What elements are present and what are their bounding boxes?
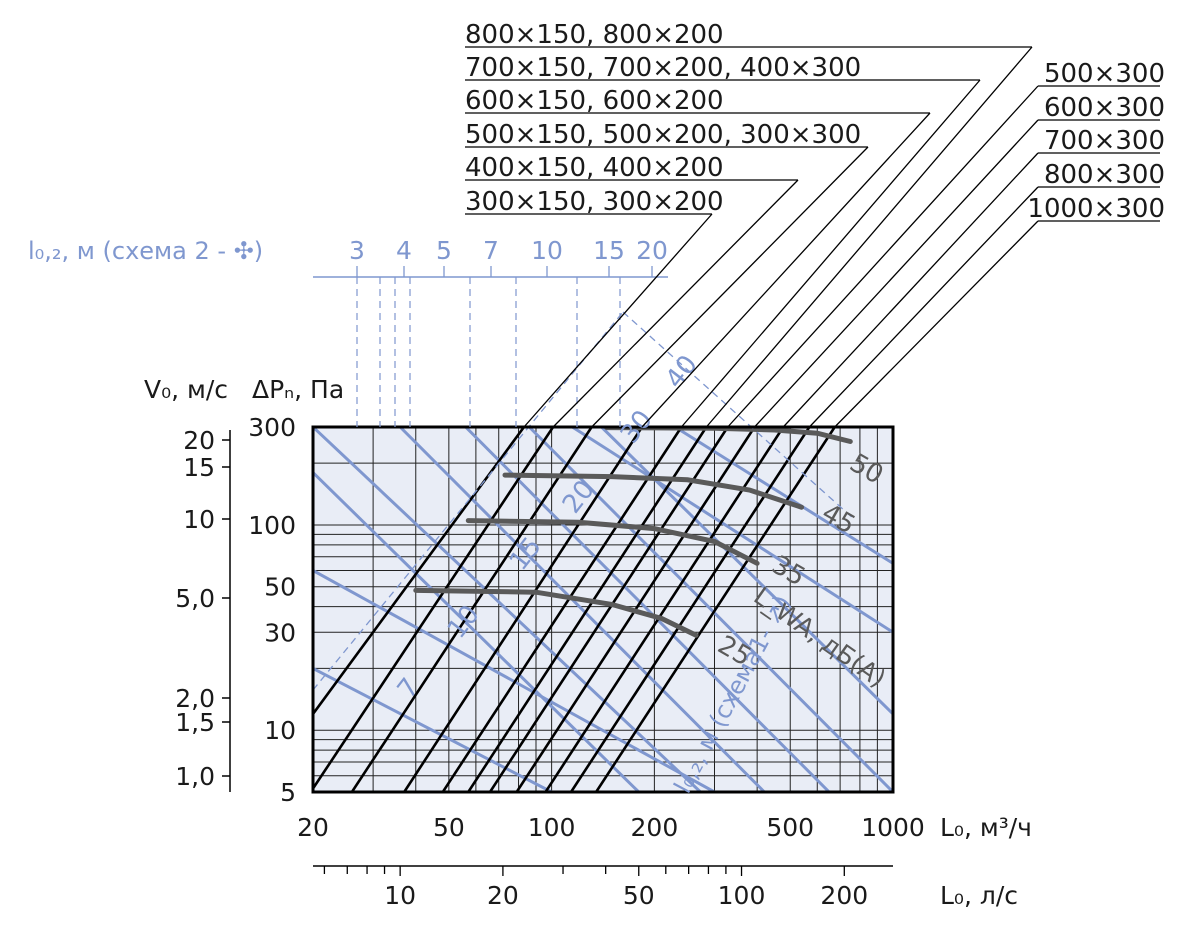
duct-size-label: 700×150, 700×200, 400×300 <box>465 53 861 83</box>
y-tick-label: 30 <box>264 618 296 647</box>
duct-size-label: 800×150, 800×200 <box>465 20 724 50</box>
y-tick-label: 100 <box>248 511 296 540</box>
duct-leader-diag <box>834 220 1039 428</box>
duct-leader-diag <box>552 179 799 428</box>
duct-size-label: 700×300 <box>1044 126 1165 156</box>
top-tick-label: 5 <box>436 236 452 265</box>
duct-line <box>441 427 683 792</box>
x2-tick-label: 10 <box>384 881 416 910</box>
x2-tick-label: 200 <box>820 881 868 910</box>
top-tick-label: 15 <box>593 236 625 265</box>
top-tick-label: 20 <box>636 236 668 265</box>
v0-tick-label: 1,5 <box>175 708 215 737</box>
top-tick-label: 3 <box>349 236 365 265</box>
y2-axis-label: V₀, м/с <box>144 375 228 404</box>
duct-line <box>569 427 811 792</box>
plot-frame <box>311 425 895 794</box>
v0-tick-label: 2,0 <box>175 684 215 713</box>
v0-tick-label: 10 <box>183 505 215 534</box>
duct-leader-diag <box>754 119 1039 428</box>
x-axis-label: L₀, м³/ч <box>940 813 1032 842</box>
top-axis-label: l₀,₂, м (схема 2 - ✣) <box>28 237 263 265</box>
duct-leader-diag <box>705 46 1033 428</box>
throw-line <box>528 427 893 792</box>
duct-leader-diag <box>808 186 1039 428</box>
throw-line <box>571 427 893 634</box>
duct-line <box>403 427 644 792</box>
duct-leader-diag <box>680 79 981 428</box>
top-tick-label: 7 <box>483 236 499 265</box>
duct-size-label: 800×300 <box>1044 160 1165 190</box>
dashed-guide <box>312 311 624 691</box>
x-tick-label: 500 <box>766 813 814 842</box>
x2-tick-label: 20 <box>487 881 519 910</box>
duct-leader-diag <box>727 85 1039 428</box>
y-axis-label: ΔPₙ, Па <box>252 375 344 404</box>
v0-tick-label: 15 <box>183 453 215 482</box>
duct-line <box>595 427 836 792</box>
y-tick-label: 10 <box>264 716 296 745</box>
noise-curve <box>502 472 805 510</box>
throw-line <box>313 667 553 792</box>
x-tick-label: 50 <box>433 813 465 842</box>
x-axis-labels: 20 50 100 200 500 1000 10 20 50 100 200 <box>297 813 925 910</box>
x-tick-label: 20 <box>297 813 329 842</box>
y-tick-label: 5 <box>280 778 296 807</box>
x2-tick-label: 50 <box>623 881 655 910</box>
x-tick-label: 100 <box>528 813 576 842</box>
y-tick-label: 50 <box>264 573 296 602</box>
noise-curve <box>413 587 699 638</box>
duct-leader-diag <box>591 146 869 428</box>
v0-tick-label: 20 <box>183 426 215 455</box>
duct-line <box>313 427 555 790</box>
dashed-guide <box>622 311 856 521</box>
duct-size-label: 1000×300 <box>1027 194 1165 224</box>
noise-curve <box>465 518 760 566</box>
throw-line <box>399 427 766 792</box>
plot-series <box>313 427 893 792</box>
duct-leader-diag <box>641 112 931 428</box>
duct-size-label: 500×150, 500×200, 300×300 <box>465 120 861 150</box>
v0-tick-label: 1,0 <box>175 762 215 791</box>
duct-leader-diag <box>523 213 713 428</box>
throw-line <box>313 471 640 792</box>
x-tick-label: 200 <box>631 813 679 842</box>
duct-leader-diag <box>782 152 1039 428</box>
duct-size-label: 500×300 <box>1044 59 1165 89</box>
throw-value-label: 40 <box>660 350 704 395</box>
duct-size-label: 400×150, 400×200 <box>465 153 724 183</box>
throw-line <box>464 427 831 792</box>
duct-line <box>488 427 729 792</box>
duct-size-label: 300×150, 300×200 <box>465 187 724 217</box>
top-axis: 3 4 5 7 10 15 20 <box>313 236 668 427</box>
x2-tick-label: 100 <box>718 881 766 910</box>
duct-size-label: 600×150, 600×200 <box>465 86 724 116</box>
duct-line <box>467 427 708 792</box>
x2-axis-label: L₀, л/с <box>940 881 1018 910</box>
duct-size-label: 600×300 <box>1044 93 1165 123</box>
v0-tick-label: 5,0 <box>175 584 215 613</box>
x-tick-label: 1000 <box>861 813 925 842</box>
top-tick-label: 4 <box>396 236 412 265</box>
y-tick-label: 300 <box>248 413 296 442</box>
duct-line <box>350 427 593 792</box>
top-tick-label: 10 <box>531 236 563 265</box>
